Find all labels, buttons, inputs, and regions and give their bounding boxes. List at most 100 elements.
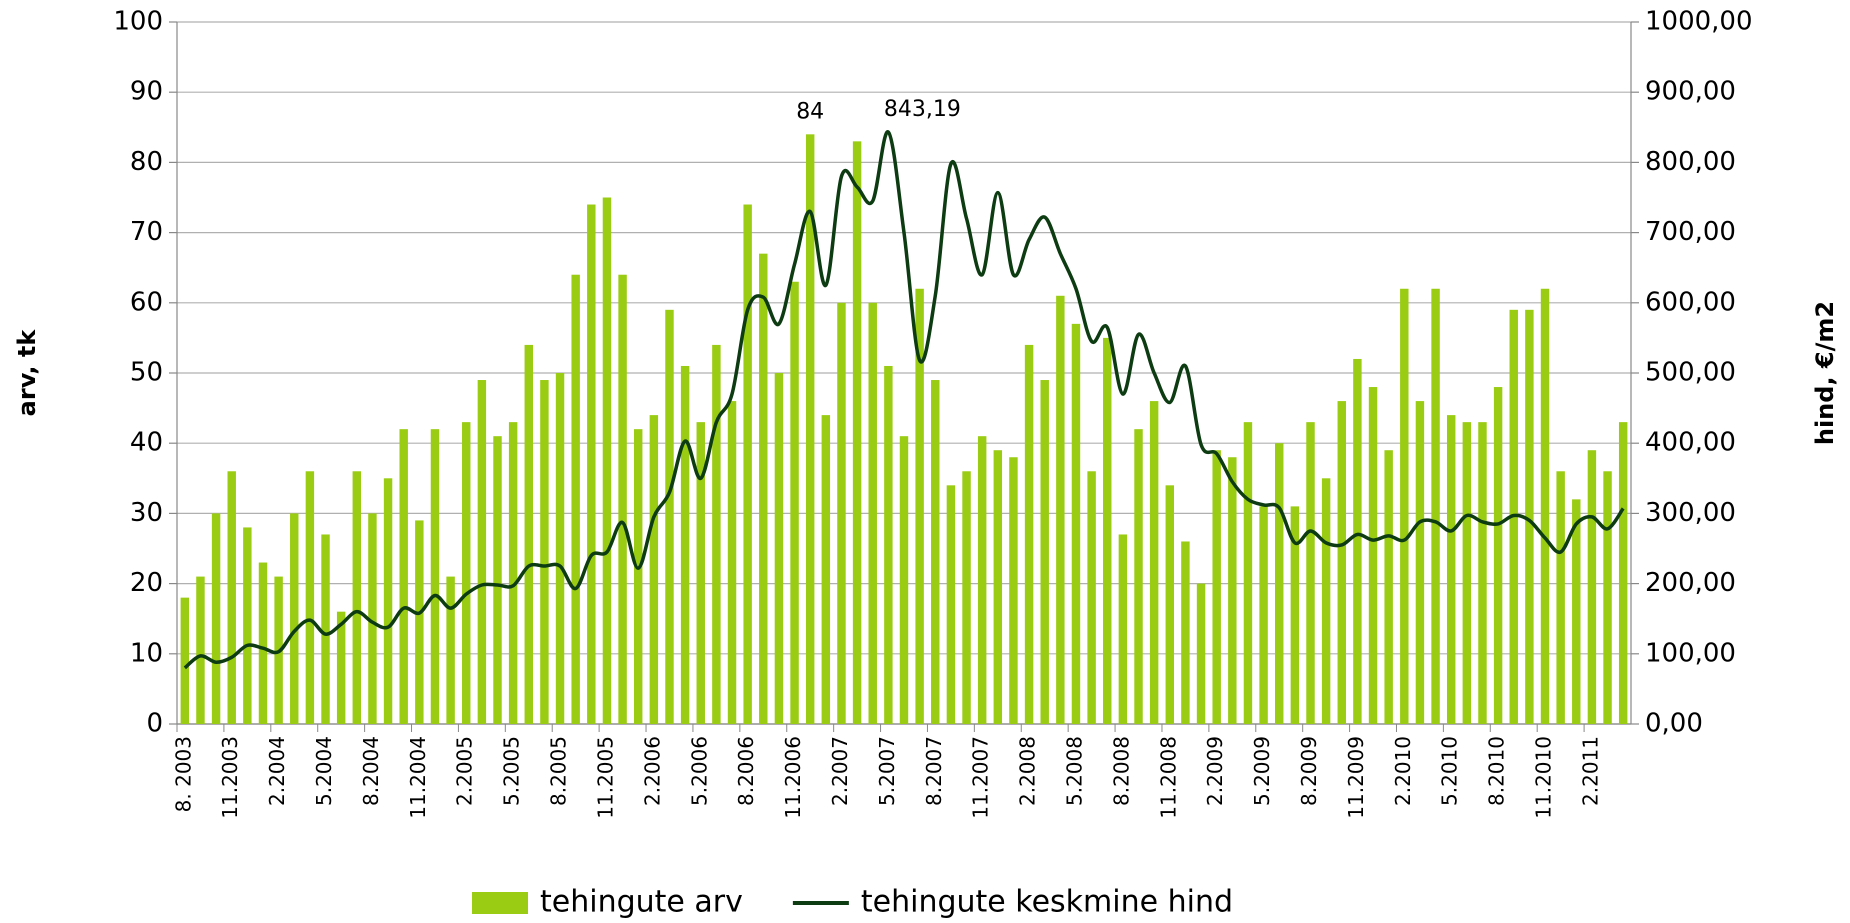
bar: [477, 380, 487, 724]
x-tick-label: 8.2008: [1109, 736, 1133, 806]
y-tick-label: 50: [130, 358, 163, 388]
bar: [352, 471, 362, 724]
bar: [680, 365, 690, 724]
bar: [1259, 506, 1268, 724]
bar: [946, 485, 956, 724]
bar: [1431, 288, 1440, 724]
bar: [1228, 457, 1237, 724]
bar: [1368, 387, 1378, 724]
bar: [805, 134, 815, 724]
bar: [571, 274, 580, 724]
y2-tick-label: 600,00: [1645, 287, 1736, 317]
legend-label: tehingute arv: [540, 885, 743, 920]
bar: [977, 436, 987, 724]
x-tick-label: 5.2007: [875, 736, 899, 806]
y-tick-label: 0: [146, 709, 163, 739]
bar: [1400, 288, 1409, 724]
y2-tick-label: 800,00: [1645, 147, 1736, 177]
x-tick-label: 11.2007: [969, 736, 993, 819]
y2-tick-label: 400,00: [1645, 428, 1736, 458]
bar: [931, 380, 940, 724]
x-tick-label: 11.2005: [593, 736, 617, 819]
bar: [774, 373, 784, 724]
y2-tick-label: 0,00: [1645, 709, 1703, 739]
x-tick-label: 8. 2003: [171, 736, 195, 812]
x-tick-label: 8.2004: [359, 736, 383, 806]
bar: [196, 576, 205, 724]
bar: [1572, 499, 1581, 724]
bar: [633, 429, 643, 724]
y2-tick-label: 300,00: [1645, 498, 1736, 528]
x-tick-label: 2.2009: [1203, 736, 1227, 806]
bar: [1087, 471, 1096, 724]
bar: [1275, 443, 1284, 724]
bar: [1243, 422, 1253, 724]
bar: [1024, 344, 1034, 724]
bar: [1290, 506, 1300, 724]
bar: [1603, 471, 1612, 724]
bar: [665, 309, 674, 724]
bar: [821, 415, 831, 724]
bar: [211, 513, 221, 724]
bar: [1384, 450, 1393, 724]
data-label: 843,19: [884, 97, 961, 122]
bar: [227, 471, 236, 724]
bar: [1462, 422, 1472, 724]
bar: [1118, 534, 1128, 724]
bar: [962, 471, 971, 724]
data-label: 84: [796, 99, 824, 124]
bar: [290, 513, 299, 724]
bar: [1353, 358, 1362, 724]
bar: [305, 471, 315, 724]
y2-tick-label: 200,00: [1645, 568, 1736, 598]
bar: [1009, 457, 1018, 724]
bar: [180, 597, 190, 724]
bar: [618, 274, 627, 724]
bar: [1306, 422, 1315, 724]
bar: [430, 429, 440, 724]
bar: [462, 422, 471, 724]
y2-tick-label: 700,00: [1645, 217, 1736, 247]
bar: [1071, 323, 1081, 724]
x-tick-label: 11.2003: [218, 736, 242, 819]
y-tick-label: 90: [130, 77, 163, 107]
bar: [1056, 295, 1065, 724]
bar: [837, 302, 846, 724]
x-tick-label: 11.2010: [1532, 736, 1556, 819]
bar: [1540, 288, 1550, 724]
x-tick-label: 11.2004: [406, 736, 430, 819]
x-tick-label: 2.2011: [1578, 736, 1602, 806]
bar: [1587, 450, 1597, 724]
y-tick-label: 10: [130, 638, 163, 668]
y2-tick-label: 900,00: [1645, 77, 1736, 107]
y-tick-label: 60: [130, 287, 163, 317]
bar: [243, 527, 252, 724]
x-tick-label: 2.2007: [828, 736, 852, 806]
bar: [415, 520, 424, 724]
x-tick-label: 5.2004: [312, 736, 336, 806]
bar: [696, 422, 705, 724]
bar: [868, 302, 877, 724]
y2-axis-title: hind, €/m2: [1811, 301, 1839, 445]
bar: [1478, 422, 1487, 724]
bar: [915, 288, 924, 724]
bar: [540, 380, 549, 724]
bar: [1415, 401, 1425, 724]
y-tick-label: 80: [130, 147, 163, 177]
x-tick-label: 2.2005: [453, 736, 477, 806]
x-tick-label: 8.2010: [1485, 736, 1509, 806]
bar: [508, 422, 518, 724]
bar: [368, 513, 377, 724]
x-tick-label: 11.2006: [781, 736, 805, 819]
legend-swatch: [472, 892, 528, 914]
bar: [1040, 380, 1049, 724]
bar: [587, 204, 596, 724]
x-tick-label: 2.2010: [1391, 736, 1415, 806]
y-axis-title: arv, tk: [13, 329, 41, 417]
x-tick-label: 5.2008: [1062, 736, 1086, 806]
bar: [493, 436, 502, 724]
bar: [399, 429, 408, 724]
x-tick-label: 8.2009: [1297, 736, 1321, 806]
bar: [727, 401, 737, 724]
y2-tick-label: 100,00: [1645, 638, 1736, 668]
